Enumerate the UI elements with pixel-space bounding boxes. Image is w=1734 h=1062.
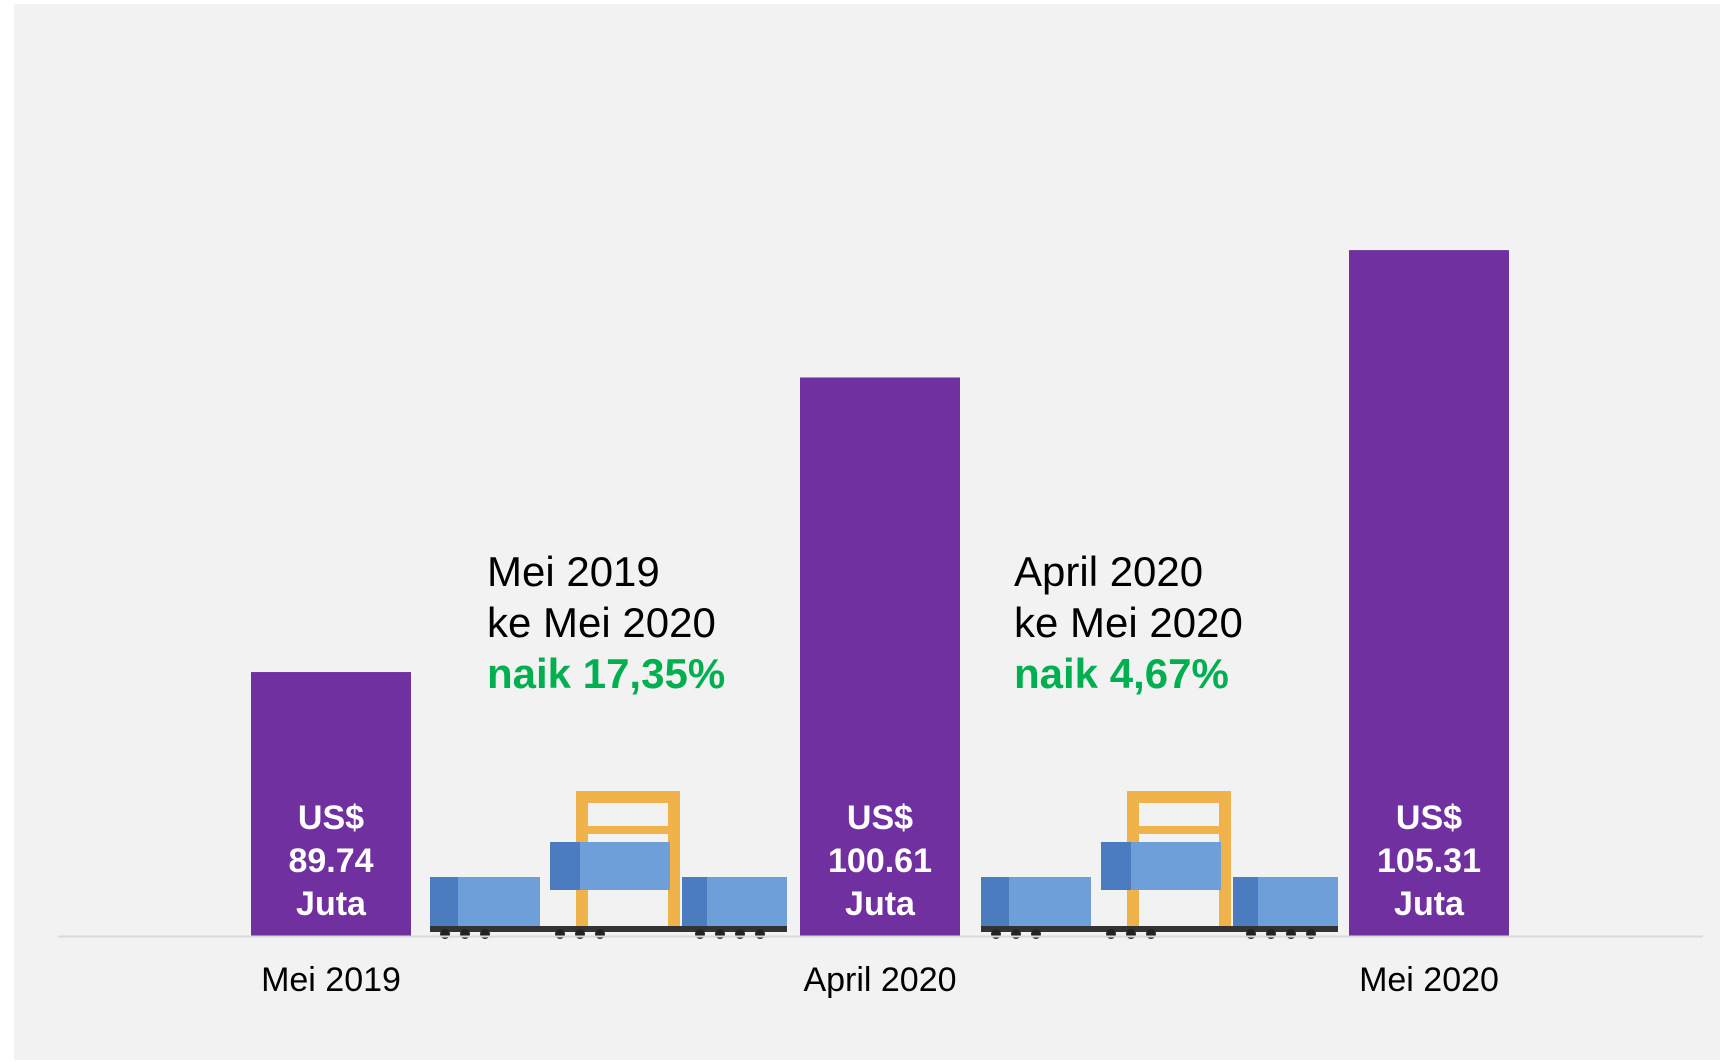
value-label: US$ 105.31 Juta (1377, 799, 1481, 923)
bar (800, 377, 960, 936)
annotation-line: ke Mei 2020 (487, 599, 716, 646)
container-end (981, 877, 1009, 926)
crane-beam (576, 826, 680, 834)
x-tick-label: Mei 2019 (261, 961, 401, 999)
bar (251, 672, 411, 936)
x-tick-label: April 2020 (803, 961, 957, 999)
annotation: Mei 2019 ke Mei 2020 naik 17,35% (487, 546, 725, 699)
container-end (430, 877, 458, 926)
train-crane-icon (430, 791, 787, 939)
x-tick-label: Mei 2020 (1359, 961, 1499, 999)
value-label: US$ 100.61 Juta (828, 799, 932, 923)
bar (1349, 250, 1509, 936)
value-label: US$ 89.74 Juta (288, 799, 374, 923)
annotation-line: Mei 2019 (487, 548, 660, 595)
container-end (1233, 877, 1258, 926)
annotation: April 2020 ke Mei 2020 naik 4,67% (1014, 546, 1243, 699)
annotation-highlight: naik 4,67% (1014, 650, 1229, 697)
icons (430, 791, 1338, 939)
container-end (1101, 842, 1131, 890)
annotation-highlight: naik 17,35% (487, 650, 726, 697)
annotation-line: April 2020 (1014, 548, 1204, 595)
crane-beam (1127, 791, 1231, 803)
crane-beam (576, 791, 680, 803)
rail-car (981, 926, 1338, 932)
container-end (550, 842, 580, 890)
crane-beam (1127, 826, 1231, 834)
train-crane-icon (981, 791, 1338, 939)
rail-car (430, 926, 787, 932)
annotation-line: ke Mei 2020 (1014, 599, 1243, 646)
container-end (682, 877, 707, 926)
